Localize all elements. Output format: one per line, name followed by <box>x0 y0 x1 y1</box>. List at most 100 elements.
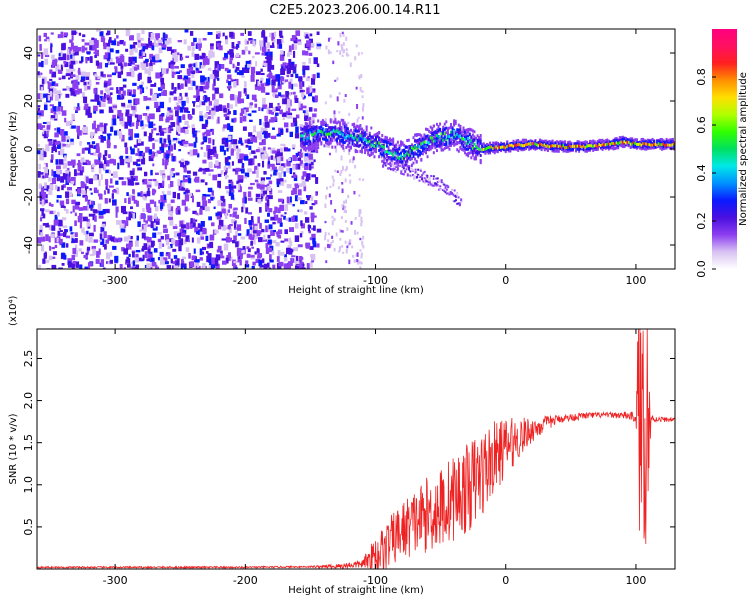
heatmap-cell <box>135 249 141 253</box>
heatmap-cell <box>104 246 107 250</box>
heatmap-cell <box>91 246 97 250</box>
heatmap-cell <box>359 138 362 142</box>
heatmap-cell <box>498 145 501 149</box>
heatmap-cell <box>384 140 387 144</box>
heatmap-cell <box>248 158 253 166</box>
heatmap-cell <box>252 40 256 47</box>
heatmap-cell <box>90 152 95 156</box>
heatmap-cell <box>418 153 421 157</box>
heatmap-cell <box>99 95 104 101</box>
heatmap-cell <box>230 94 235 101</box>
heatmap-cell <box>202 61 206 66</box>
heatmap-cell <box>440 134 443 138</box>
heatmap-cell <box>370 135 373 139</box>
heatmap-cell <box>373 155 376 159</box>
heatmap-cell <box>146 258 151 262</box>
heatmap-cell <box>158 242 162 249</box>
heatmap-cell <box>297 157 302 161</box>
heatmap-cell <box>225 39 229 45</box>
heatmap-cell <box>478 151 481 155</box>
heatmap-cell <box>446 134 450 138</box>
heatmap-cell <box>382 145 386 149</box>
heatmap-cell <box>453 120 456 124</box>
heatmap-cell <box>170 258 173 264</box>
heatmap-cell <box>464 133 467 137</box>
heatmap-cell <box>204 58 208 61</box>
heatmap-cell <box>362 235 365 240</box>
heatmap-cell <box>237 159 243 164</box>
heatmap-cell <box>321 127 324 131</box>
heatmap-cell <box>128 155 133 163</box>
heatmap-cell <box>100 90 104 95</box>
heatmap-cell <box>297 197 302 201</box>
heatmap-cell <box>67 187 72 191</box>
heatmap-cell <box>59 51 63 56</box>
heatmap-cell <box>356 150 359 154</box>
heatmap-cell <box>83 47 88 51</box>
heatmap-cell <box>462 126 465 130</box>
heatmap-cell <box>300 223 305 229</box>
heatmap-cell <box>148 40 153 47</box>
heatmap-cell <box>247 191 252 198</box>
heatmap-cell <box>467 129 470 133</box>
heatmap-cell <box>473 138 476 142</box>
heatmap-cell <box>64 155 67 162</box>
heatmap-cell <box>351 135 354 139</box>
heatmap-cell <box>470 147 473 151</box>
heatmap-cell <box>71 199 76 205</box>
heatmap-cell <box>83 96 88 104</box>
heatmap-cell <box>108 154 111 159</box>
heatmap-cell <box>244 172 250 178</box>
heatmap-cell <box>288 237 292 244</box>
heatmap-cell <box>492 141 495 145</box>
heatmap-cell <box>338 250 341 253</box>
heatmap-cell <box>267 234 271 239</box>
heatmap-cell <box>47 95 51 101</box>
heatmap-cell <box>133 175 138 178</box>
heatmap-cell <box>364 151 367 155</box>
heatmap-cell <box>450 144 453 148</box>
heatmap-cell <box>100 35 105 43</box>
heatmap-cell <box>534 142 537 146</box>
heatmap-cell <box>191 72 195 79</box>
heatmap-cell <box>303 95 306 99</box>
heatmap-cell <box>316 43 322 47</box>
heatmap-cell <box>217 245 222 251</box>
heatmap-cell <box>82 189 86 196</box>
heatmap-cell <box>343 49 346 53</box>
heatmap-cell <box>564 149 567 153</box>
heatmap-cell <box>410 151 413 155</box>
heatmap-cell <box>167 190 172 196</box>
heatmap-cell <box>317 143 320 147</box>
heatmap-cell <box>224 67 229 72</box>
heatmap-cell <box>158 125 162 133</box>
heatmap-cell <box>105 208 110 214</box>
heatmap-cell <box>302 50 306 56</box>
heatmap-cell <box>598 141 601 145</box>
heatmap-cell <box>276 156 281 164</box>
heatmap-cell <box>420 137 423 141</box>
heatmap-cell <box>125 259 130 263</box>
heatmap-cell <box>183 191 186 195</box>
heatmap-cell <box>268 247 272 253</box>
heatmap-cell <box>172 49 177 54</box>
heatmap-cell <box>156 150 162 155</box>
heatmap-cell <box>299 152 303 158</box>
heatmap-cell <box>246 94 250 99</box>
heatmap-cell <box>462 130 465 134</box>
heatmap-cell <box>401 141 404 145</box>
heatmap-cell <box>62 172 68 180</box>
heatmap-cell <box>334 128 337 132</box>
heatmap-cell <box>126 192 129 196</box>
heatmap-cell <box>546 148 549 152</box>
heatmap-cell <box>153 123 156 126</box>
heatmap-cell <box>263 41 266 49</box>
heatmap-cell <box>229 60 233 65</box>
heatmap-cell <box>268 208 273 213</box>
heatmap-cell <box>323 137 326 141</box>
heatmap-cell <box>259 147 264 153</box>
heatmap-cell <box>137 39 141 44</box>
heatmap-cell <box>119 55 125 63</box>
heatmap-cell <box>387 138 390 142</box>
heatmap-cell <box>467 145 470 149</box>
